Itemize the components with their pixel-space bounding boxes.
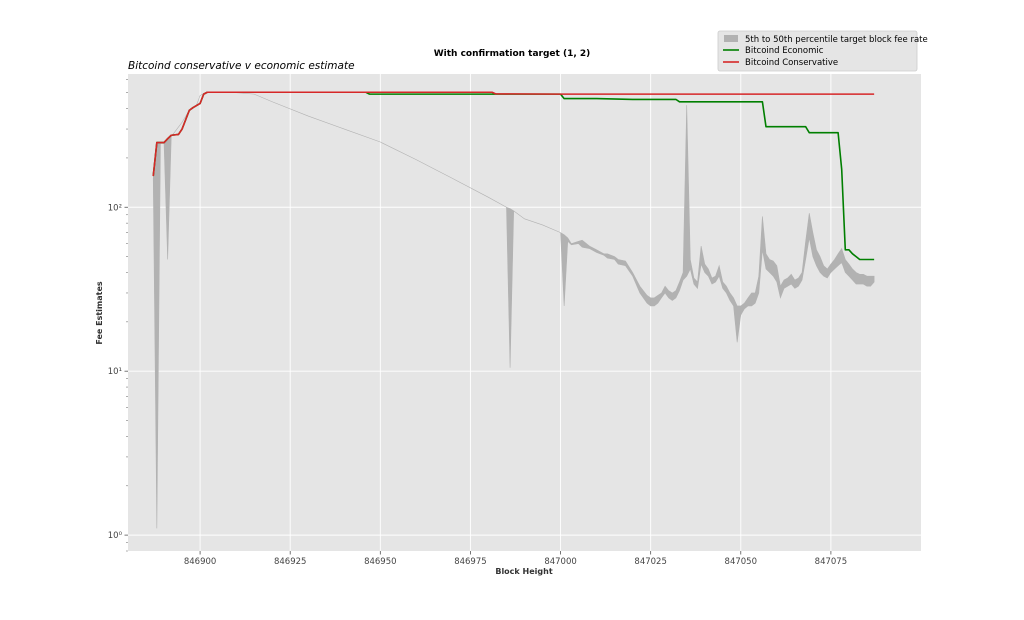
percentile-band — [152, 92, 875, 529]
legend-box — [717, 30, 918, 72]
x-tick-label: 846950 — [364, 557, 396, 567]
grid-lines — [128, 74, 921, 551]
x-tick-label: 847025 — [634, 557, 666, 567]
y-tick-label: 10⁰ — [108, 531, 123, 541]
x-tick-label: 847075 — [815, 557, 847, 567]
y-axis-label: Fee Estimates — [95, 281, 104, 345]
legend-label-band: 5th to 50th percentile target block fee … — [745, 35, 928, 45]
x-tick-label: 847050 — [725, 557, 757, 567]
x-tick-label: 846975 — [454, 557, 486, 567]
x-axis-label: Block Height — [495, 567, 552, 576]
x-tick-label: 847000 — [544, 557, 576, 567]
x-axis-ticks: 846900 846925 846950 846975 847000 847025 8470… — [184, 551, 847, 567]
y-tick-label: 10² — [108, 203, 122, 213]
conservative-line — [152, 91, 875, 177]
chart-subtitle: Bitcoind conservative v economic estimat… — [128, 60, 355, 72]
legend-label-conservative: Bitcoind Conservative — [745, 58, 838, 68]
y-tick-label: 10¹ — [108, 367, 122, 377]
legend-swatch-band — [724, 35, 738, 42]
y-axis-ticks: 10⁰ 10¹ 10² — [108, 79, 128, 552]
x-tick-label: 846900 — [184, 557, 216, 567]
series-lines-layer — [152, 91, 875, 261]
x-tick-label: 846925 — [274, 557, 306, 567]
percentile-band-layer — [152, 92, 875, 529]
legend: 5th to 50th percentile target block fee … — [717, 30, 928, 72]
legend-label-economic: Bitcoind Economic — [745, 46, 824, 56]
plot-area — [128, 74, 921, 551]
chart-title: With confirmation target (1, 2) — [434, 49, 591, 59]
